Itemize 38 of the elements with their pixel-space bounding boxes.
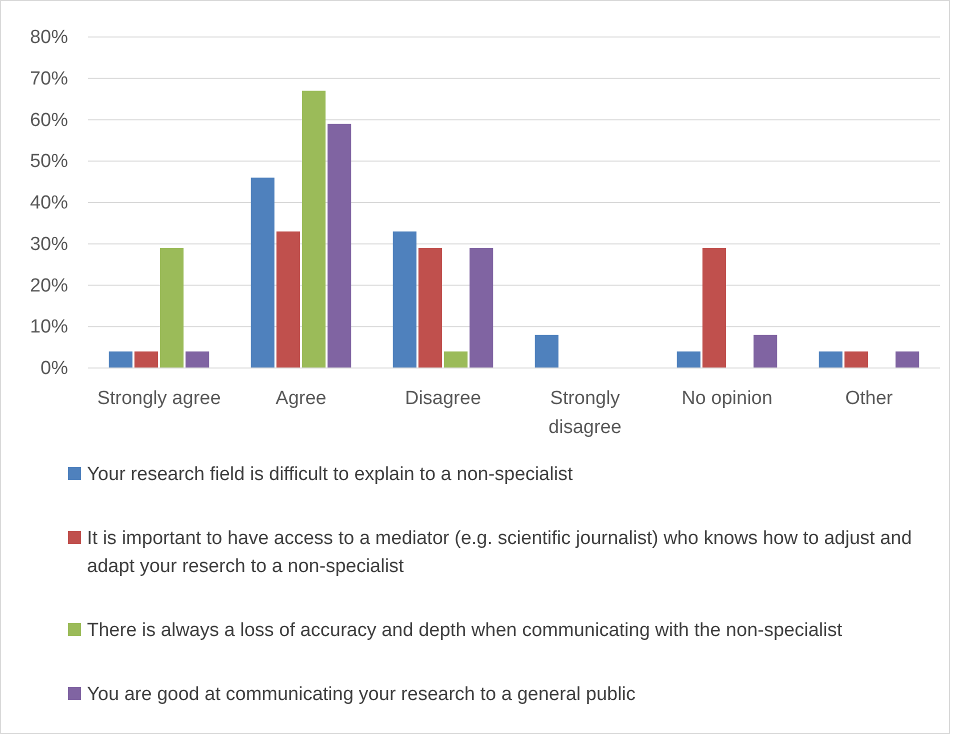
bar [444,351,468,368]
legend-label: It is important to have access to a mediator (e.g. scientific journalist) who knows how to adjust and adapt your reserch to a non-specialist [87,528,912,577]
bar [676,351,700,368]
x-tick-label: Agree [276,388,326,409]
x-tick-label: No opinion [682,388,772,409]
bar [302,90,326,368]
y-tick-label: 70% [30,68,68,90]
bar [250,178,274,368]
bar [134,351,158,368]
bar [754,334,778,368]
legend-label: Your research field is difficult to explain to a non-specialist [87,464,574,485]
bar [392,231,416,368]
y-tick-label: 0% [40,358,68,379]
y-tick-label: 80% [30,27,68,48]
legend-label: You are good at communicating your research to a general public [87,684,636,705]
x-tick-label: Strongly disagree [548,388,622,438]
y-tick-label: 40% [30,192,68,214]
bar [276,231,300,368]
bar [328,124,352,368]
x-tick-label: Strongly agree [97,388,221,409]
legend-label: There is always a loss of accuracy and depth when communicating with the non-specialist [87,620,843,641]
bar [160,248,184,368]
y-tick-label: 10% [30,316,68,338]
bar [844,351,868,368]
bar [418,248,442,368]
bar [896,351,920,368]
bar [470,248,494,368]
bar [108,351,132,368]
y-tick-label: 30% [30,234,68,255]
x-tick-label: Disagree [404,388,482,409]
x-tick-label: Other [845,388,894,409]
bar [186,351,210,368]
bar [818,351,842,368]
y-tick-label: 50% [30,151,68,172]
y-tick-label: 60% [30,110,68,131]
bar [534,334,558,368]
y-tick-label: 20% [30,275,68,296]
bar [702,248,726,368]
